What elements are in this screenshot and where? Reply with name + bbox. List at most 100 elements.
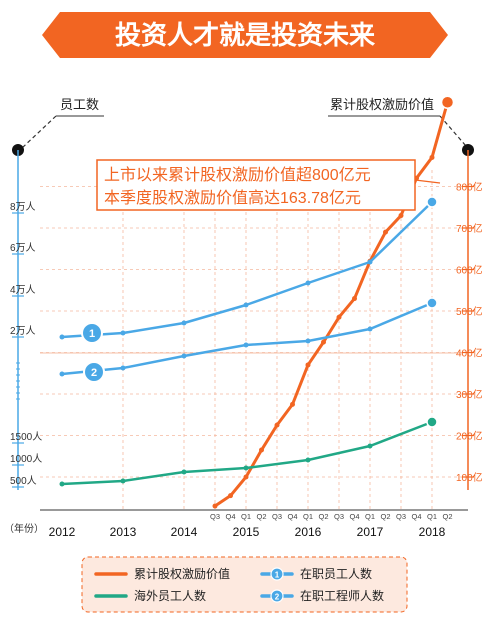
data-point-engineers <box>305 338 311 344</box>
year-axis-label: （年份） <box>4 522 44 535</box>
callout-line-1: 上市以来累计股权激励价值超800亿元 <box>104 166 371 184</box>
quarter-tick-label: Q1 <box>303 512 313 521</box>
series: 12 <box>59 95 455 509</box>
left-axis-tick-label: 4万人 <box>10 284 36 296</box>
data-point-equity <box>383 229 388 235</box>
data-point-equity <box>290 401 295 407</box>
left-axis-tick-label: 1500人 <box>10 431 42 443</box>
left-axis-tick-label: 1000人 <box>10 453 42 465</box>
right-axis-title: 累计股权激励价值 <box>330 97 434 112</box>
data-point-overseas <box>305 457 311 463</box>
year-tick-label: 2018 <box>419 525 446 539</box>
year-tick-label: 2013 <box>110 525 137 539</box>
right-axis-tick-label: 400亿 <box>456 347 483 360</box>
data-point-equity <box>321 339 326 345</box>
right-axis-tick-label: 100亿 <box>456 471 483 484</box>
data-point-overseas <box>367 443 373 449</box>
data-point-engineers <box>59 371 65 377</box>
data-point-overseas <box>181 469 187 475</box>
quarter-tick-label: Q4 <box>287 512 297 521</box>
left-axis-tick-label: 2万人 <box>10 325 36 337</box>
data-point-engineers <box>367 326 373 332</box>
data-point-equity <box>228 493 233 499</box>
callout-box <box>96 159 416 211</box>
legend-marker-label: 2 <box>275 593 280 602</box>
axes: 8万人 6万人 4万人 2万人 1500人 1000人 500人 800亿 700亿 600亿 50… <box>10 150 483 539</box>
legend-marker <box>270 567 284 581</box>
data-point-staff <box>243 302 249 308</box>
year-tick-label: 2015 <box>233 525 260 539</box>
left-axis-title-leader <box>21 115 57 149</box>
data-point-staff <box>120 330 126 336</box>
banner: 投资人才就是投资未来 <box>42 12 448 58</box>
grid <box>40 170 462 510</box>
right-axis-tick-label: 200亿 <box>456 430 483 443</box>
quarter-tick-label: Q1 <box>241 512 251 521</box>
legend-label: 海外员工人数 <box>134 588 206 603</box>
data-point-equity <box>429 154 435 160</box>
right-axis-tick-label: 600亿 <box>456 264 483 277</box>
data-point-equity <box>336 314 342 320</box>
left-axis-tick-label: 500人 <box>10 475 37 487</box>
series-line-engineers <box>61 301 433 376</box>
data-point-equity <box>259 447 264 453</box>
quarter-tick-label: Q3 <box>210 512 220 521</box>
series-marker-label-engineers: 2 <box>91 367 97 379</box>
callout: 上市以来累计股权激励价值超800亿元 本季度股权激励价值高达163.78亿元 <box>96 159 441 211</box>
data-point-engineers <box>426 297 438 309</box>
quarter-tick-label: Q4 <box>225 512 235 521</box>
data-point-staff <box>367 259 373 265</box>
callout-line-2: 本季度股权激励价值高达163.78亿元 <box>104 189 361 207</box>
quarter-tick-label: Q1 <box>365 512 375 521</box>
quarter-tick-label: Q3 <box>272 512 282 521</box>
data-point-equity <box>274 422 280 428</box>
legend-label: 在职员工人数 <box>300 566 372 581</box>
year-tick-label: 2014 <box>171 525 198 539</box>
legend-box <box>81 556 408 613</box>
quarter-tick-label: Q3 <box>396 512 406 521</box>
series-marker-staff <box>81 322 103 344</box>
data-point-staff <box>305 280 311 286</box>
legend-marker-label: 1 <box>275 571 280 580</box>
banner-background <box>42 12 448 58</box>
data-point-overseas <box>59 481 65 487</box>
data-point-staff <box>181 320 187 326</box>
data-point-engineers <box>120 365 126 371</box>
quarter-tick-label: Q1 <box>427 512 437 521</box>
series-marker-label-staff: 1 <box>89 328 95 340</box>
left-axis-title: 员工数 <box>60 97 99 112</box>
data-point-equity <box>398 213 404 219</box>
data-point-equity <box>440 95 455 110</box>
data-point-overseas <box>426 416 438 428</box>
data-point-equity <box>352 296 357 302</box>
legend-marker <box>270 589 284 603</box>
left-axis-tick-label: 6万人 <box>10 242 36 254</box>
quarter-tick-label: Q2 <box>318 512 328 521</box>
series-marker-engineers <box>83 361 105 383</box>
quarter-tick-label: Q2 <box>256 512 266 521</box>
quarter-tick-label: Q2 <box>442 512 452 521</box>
year-tick-label: 2016 <box>295 525 322 539</box>
legend-label: 累计股权激励价值 <box>134 566 230 581</box>
data-point-equity <box>212 503 218 509</box>
right-axis-tick-label: 800亿 <box>456 181 483 194</box>
quarter-tick-label: Q2 <box>380 512 390 521</box>
year-tick-label: 2017 <box>357 525 384 539</box>
data-point-overseas <box>120 478 126 484</box>
legend-label: 在职工程师人数 <box>300 588 384 603</box>
data-point-engineers <box>181 353 187 359</box>
data-point-equity <box>243 474 249 480</box>
right-axis-tick-label: 500亿 <box>456 305 483 318</box>
callout-pointer <box>414 179 441 184</box>
right-axis-tick-label: 300亿 <box>456 388 483 401</box>
data-point-overseas <box>243 465 249 471</box>
data-point-engineers <box>243 342 249 348</box>
right-axis-tick-label: 700亿 <box>456 222 483 235</box>
year-tick-label: 2012 <box>49 525 76 539</box>
banner-title: 投资人才就是投资未来 <box>115 20 376 50</box>
data-point-staff <box>59 334 65 340</box>
quarter-tick-label: Q4 <box>349 512 359 521</box>
quarter-tick-label: Q3 <box>334 512 344 521</box>
